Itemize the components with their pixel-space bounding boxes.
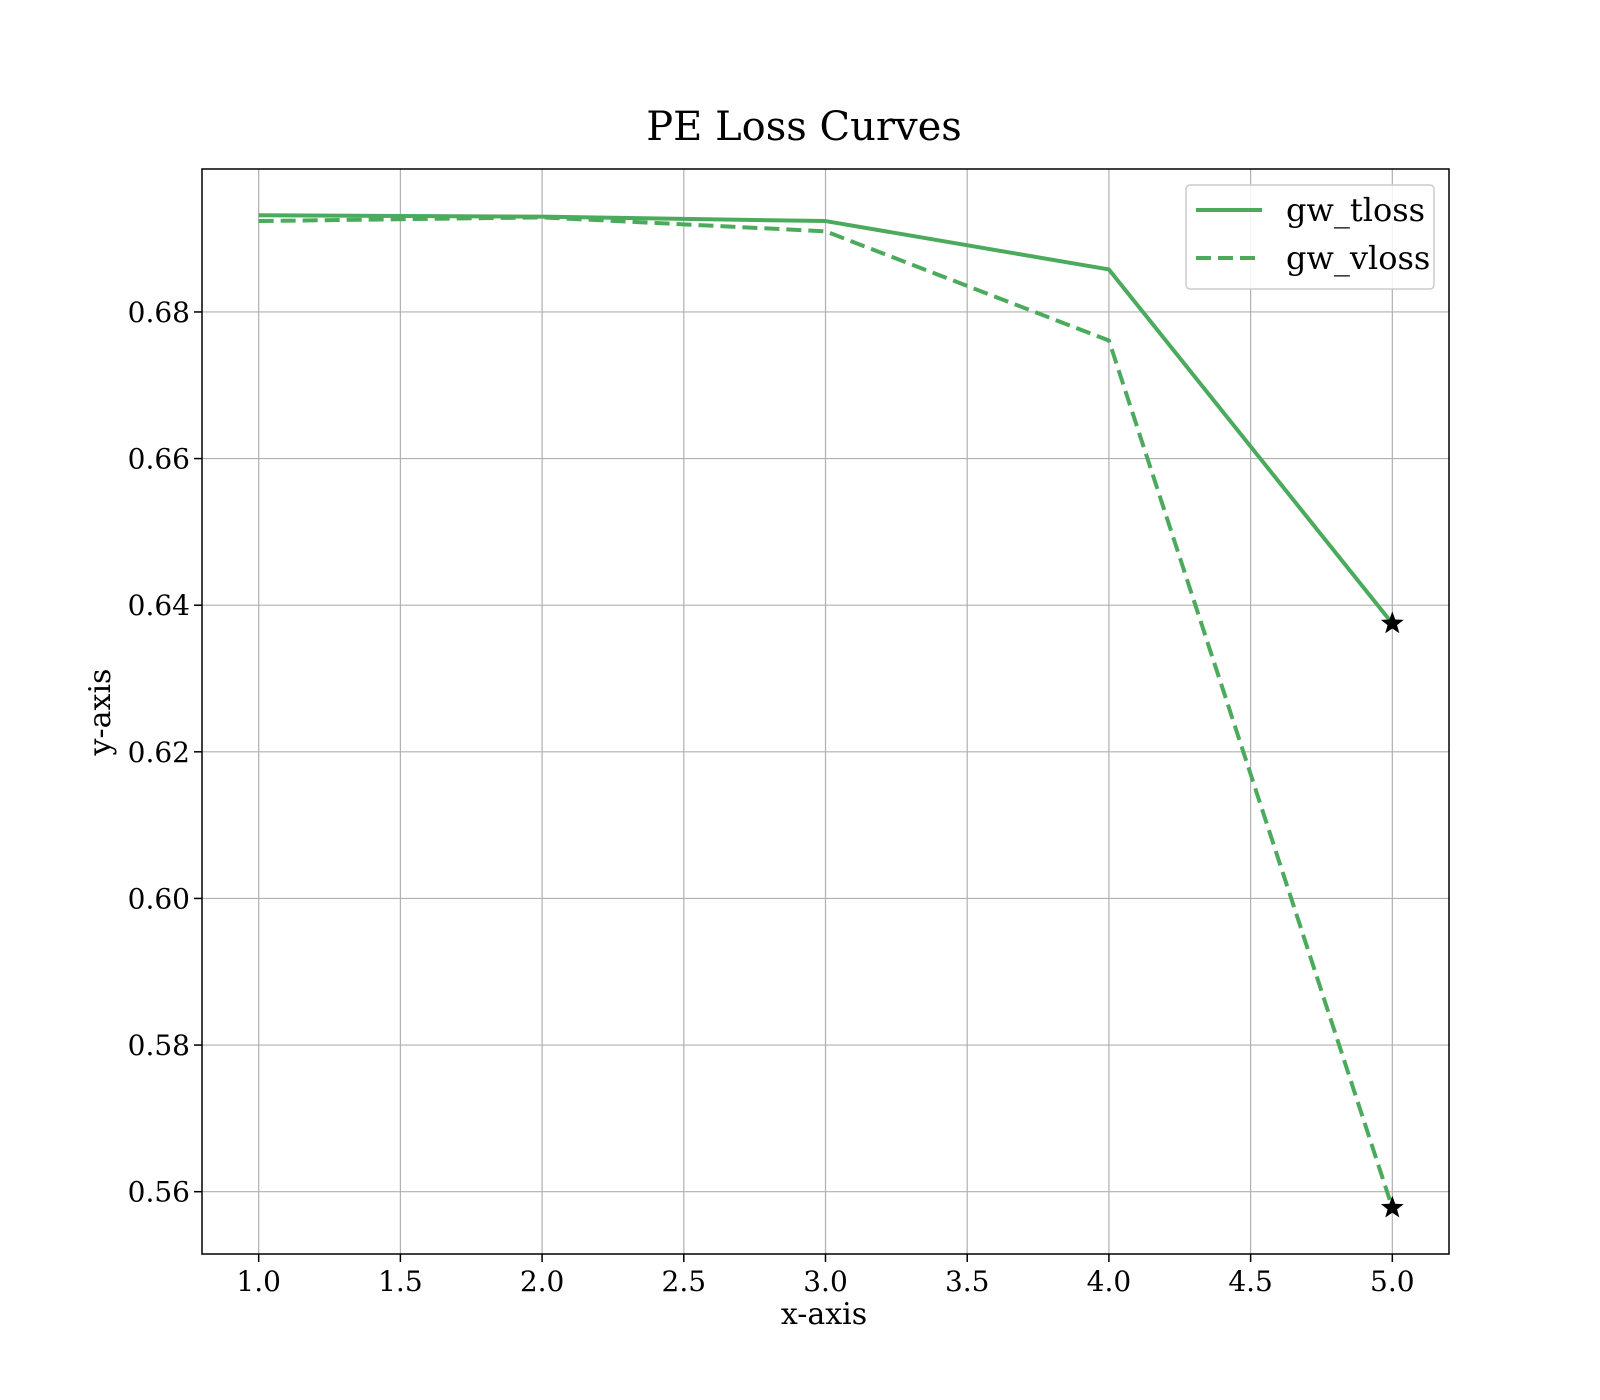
y-tick-label: 0.66 [128,443,190,476]
x-tick-label: 3.0 [803,1265,848,1298]
x-tick-label: 4.0 [1087,1265,1132,1298]
x-axis-label: x-axis [781,1297,867,1332]
series-line-gw_vloss [258,215,1395,1209]
end-marker-gw_vloss [1380,1195,1404,1218]
y-tick-label: 0.62 [128,736,190,769]
grid [202,169,1449,1254]
y-tick-label: 0.64 [128,589,190,622]
legend-label-gw_vloss: gw_vloss [1286,239,1430,277]
y-tick-label: 0.58 [128,1029,190,1062]
x-ticks: 1.0 1.5 2.0 2.5 3.0 3.5 4.0 4.5 5.0 [236,1254,1415,1298]
y-tick-label: 0.60 [128,882,190,915]
end-marker-gw_tloss [1380,611,1404,634]
x-tick-label: 2.0 [520,1265,565,1298]
y-ticks: 0.56 0.58 0.60 0.62 0.64 0.66 0.68 [128,296,202,1209]
x-tick-label: 5.0 [1370,1265,1415,1298]
x-tick-label: 1.0 [236,1265,281,1298]
legend-label-gw_tloss: gw_tloss [1286,191,1425,229]
y-axis-label: y-axis [83,669,118,757]
chart-title: PE Loss Curves [646,104,962,150]
series-line-gw_tloss [258,213,1394,625]
x-tick-label: 3.5 [945,1265,990,1298]
y-tick-label: 0.56 [128,1176,190,1209]
legend: gw_tloss gw_vloss [1185,184,1435,290]
end-markers [1380,611,1404,1218]
y-tick-label: 0.68 [128,296,190,329]
x-tick-label: 1.5 [378,1265,423,1298]
series [258,213,1395,1209]
x-tick-label: 4.5 [1228,1265,1273,1298]
x-tick-label: 2.5 [662,1265,707,1298]
